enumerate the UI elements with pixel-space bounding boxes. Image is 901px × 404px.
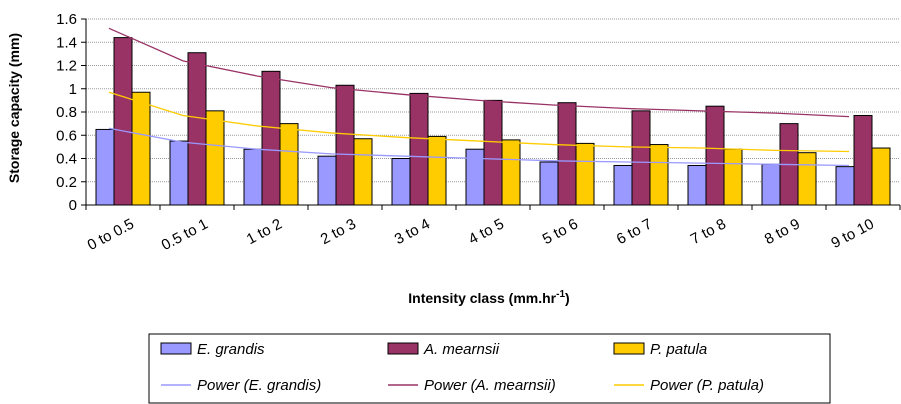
x-tick-label: 4 to 5 xyxy=(466,216,507,249)
y-tick-label: 0.2 xyxy=(56,174,77,191)
legend-label: Power (P. patula) xyxy=(650,377,764,394)
x-tick-label: 8 to 9 xyxy=(762,216,803,249)
x-axis-title-suffix: ) xyxy=(565,290,570,306)
bar xyxy=(501,139,521,206)
x-tick-label: 3 to 4 xyxy=(392,216,433,249)
x-tick-labels: 0 to 0.5 0.5 to 1 1 to 2 2 to 3 3 to 4 4 to 5… xyxy=(85,216,877,255)
bar xyxy=(539,161,559,206)
bar xyxy=(631,110,651,206)
y-tick-label: 0 xyxy=(69,197,77,214)
x-tick-label: 0.5 to 1 xyxy=(159,216,211,255)
bar xyxy=(557,102,577,206)
bar xyxy=(131,91,151,206)
bar xyxy=(169,140,189,206)
trendlines xyxy=(108,27,850,167)
x-axis-title-main: Intensity class (mm.hr xyxy=(408,290,556,306)
legend-swatch xyxy=(160,342,192,355)
bar xyxy=(95,128,115,206)
bar xyxy=(187,52,207,206)
x-axis-title: Intensity class (mm.hr-1) xyxy=(408,289,569,306)
y-tick-label: 1 xyxy=(69,81,77,98)
y-tick-label: 0.6 xyxy=(56,127,77,144)
bar xyxy=(409,92,429,206)
y-tick-label: 0.4 xyxy=(56,151,77,168)
bar xyxy=(613,164,633,206)
bar xyxy=(761,163,781,206)
bar-marks xyxy=(95,37,891,206)
bar xyxy=(261,70,281,206)
bar xyxy=(113,37,133,206)
bar xyxy=(317,155,337,206)
x-axis-title-superscript: -1 xyxy=(556,289,565,300)
trendline xyxy=(108,127,850,167)
bar xyxy=(575,142,595,206)
legend-swatch xyxy=(613,342,645,355)
trendline xyxy=(108,91,850,153)
bar xyxy=(205,110,225,206)
legend-label: Power (E. grandis) xyxy=(197,377,321,394)
x-tick-label: 2 to 3 xyxy=(318,216,359,249)
bar xyxy=(687,164,707,206)
legend-label: A. mearnsii xyxy=(423,341,500,358)
y-tick-labels: 0 0.2 0.4 0.6 0.8 1 1.2 1.4 1.6 xyxy=(56,11,77,214)
bar xyxy=(391,158,411,206)
x-tick-label: 0 to 0.5 xyxy=(85,216,137,255)
x-tick-label: 9 to 10 xyxy=(828,216,876,253)
legend-label: P. patula xyxy=(650,341,707,358)
bar xyxy=(853,114,873,206)
y-tick-label: 1.6 xyxy=(56,11,77,28)
bar xyxy=(649,144,669,206)
y-tick-label: 1.2 xyxy=(56,58,77,75)
axes xyxy=(81,18,901,210)
legend: E. grandis A. mearnsii P. patula Power (E. … xyxy=(148,333,831,404)
y-tick-label: 0.8 xyxy=(56,104,77,121)
bar xyxy=(797,152,817,206)
bar xyxy=(353,138,373,206)
trendline xyxy=(108,27,850,118)
y-tick-label: 1.4 xyxy=(56,34,77,51)
x-tick-label: 6 to 7 xyxy=(614,216,655,249)
bar xyxy=(723,148,743,206)
legend-label: E. grandis xyxy=(197,341,265,358)
bar xyxy=(705,105,725,206)
legend-swatch xyxy=(387,342,419,355)
bar xyxy=(871,147,891,206)
y-axis-title: Storage capacity (mm) xyxy=(6,33,22,183)
bar xyxy=(835,166,855,206)
bar xyxy=(243,148,263,206)
x-tick-label: 7 to 8 xyxy=(688,216,729,249)
x-tick-label: 1 to 2 xyxy=(244,216,285,249)
bar xyxy=(279,123,299,206)
legend-label: Power (A. mearnsii) xyxy=(424,377,556,394)
legend-box xyxy=(148,333,831,404)
x-tick-label: 5 to 6 xyxy=(540,216,581,249)
bar xyxy=(427,135,447,206)
bar xyxy=(483,99,503,206)
bar xyxy=(335,84,355,206)
